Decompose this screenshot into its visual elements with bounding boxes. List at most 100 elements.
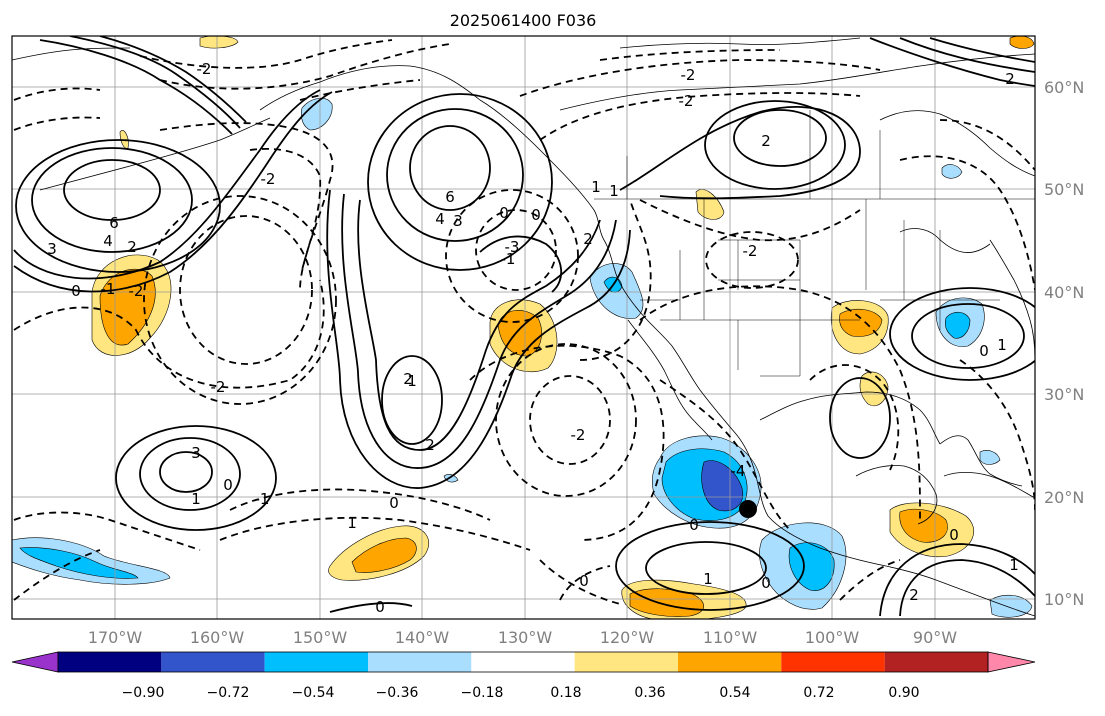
contour-neg-mid-pacific bbox=[529, 375, 611, 465]
contour-label: 3 bbox=[47, 240, 57, 258]
shade-pos-gulf-core bbox=[839, 308, 883, 337]
colorbar-extend-low bbox=[11, 651, 59, 673]
contour-neg-tropic-west bbox=[13, 511, 201, 551]
contour-neg-northwest2 bbox=[13, 116, 101, 131]
contour-label: 1 bbox=[191, 490, 201, 508]
colorbar-segment bbox=[678, 652, 782, 672]
contour-neg-offshore bbox=[475, 209, 557, 291]
contour-neg-us-big bbox=[639, 285, 921, 521]
contour-pos-3-west bbox=[15, 139, 221, 273]
contour-neg-west bbox=[179, 215, 313, 365]
colorbar-segment bbox=[58, 652, 162, 672]
graticule bbox=[12, 36, 1035, 619]
contour-pos-2-ridge bbox=[357, 199, 601, 451]
contour-label: 6 bbox=[109, 214, 119, 232]
coast-canada-north bbox=[559, 53, 1035, 111]
contour-neg-carib bbox=[839, 559, 901, 601]
map-area: 6 4 3 2 0 -1 -2 6 4 3 2 1 0 -2 -2 2 1 0 … bbox=[12, 36, 1035, 619]
contour-label: -2 bbox=[197, 60, 212, 78]
contour-neg-atlantic1 bbox=[899, 155, 1035, 291]
contour-pos-0-gulf bbox=[829, 377, 891, 459]
shade-pos-bc bbox=[695, 189, 725, 220]
contour-pos-1-hawaii bbox=[115, 425, 277, 531]
contour-neg-arctic1 bbox=[139, 39, 393, 69]
shade-pos-west-pacific-core bbox=[99, 268, 156, 346]
contour-neg-subtrop bbox=[469, 344, 665, 541]
shade-neg-east-core bbox=[944, 311, 971, 339]
contour-label: -1 bbox=[101, 280, 116, 298]
colorbar-segment bbox=[264, 652, 368, 672]
contour-neg-tropic-west2 bbox=[13, 549, 101, 601]
lat-label: 20°N bbox=[1044, 488, 1084, 507]
colorbar-segment bbox=[368, 652, 472, 672]
lon-label: 110°W bbox=[703, 628, 758, 647]
contour-pos-northwest2 bbox=[69, 36, 241, 129]
contour-pos-northeast bbox=[869, 37, 1035, 87]
contour-label: 0 bbox=[531, 206, 541, 224]
contour-pos-4-gulf bbox=[386, 108, 524, 242]
contour-label: -2 bbox=[211, 378, 226, 396]
contour-pos-1-ridge bbox=[341, 193, 617, 469]
contour-label: 0 bbox=[375, 598, 385, 616]
coast-cuba bbox=[943, 472, 1035, 499]
contour-label: 1 bbox=[609, 182, 619, 200]
lat-label: 10°N bbox=[1044, 590, 1084, 609]
colorbar-ticks: −0.90 −0.72 −0.54 −0.36 −0.18 0.18 0.36 … bbox=[122, 685, 920, 701]
colorbar-tick-label: −0.54 bbox=[292, 685, 335, 701]
negative-contours bbox=[13, 39, 1035, 605]
contour-neg-aleut1 bbox=[159, 122, 334, 291]
contour-label: 0 bbox=[499, 204, 509, 222]
colorbar-segment bbox=[161, 652, 265, 672]
positive-contours bbox=[13, 36, 1035, 617]
contour-label: 1 bbox=[703, 570, 713, 588]
contour-label: 0 bbox=[389, 494, 399, 512]
colorbar-tick-label: −0.36 bbox=[376, 685, 419, 701]
contour-label: 2 bbox=[127, 238, 137, 256]
contour-label: 1 bbox=[997, 336, 1007, 354]
contour-neg-northwest bbox=[13, 87, 101, 101]
contour-label: -4 bbox=[731, 462, 746, 480]
longitude-labels: 170°W 160°W 150°W 140°W 130°W 120°W 110°… bbox=[88, 628, 957, 647]
contour-neg-west-outer bbox=[143, 195, 337, 405]
contour-label: 0 bbox=[579, 572, 589, 590]
colorbar bbox=[11, 651, 1036, 673]
contour-label: -2 bbox=[681, 66, 696, 84]
contour-neg-tropic-east2 bbox=[559, 565, 611, 601]
state-borders bbox=[594, 110, 1035, 377]
latitude-labels: 60°N 50°N 40°N 30°N 20°N 10°N bbox=[1044, 78, 1084, 609]
contour-label: -3 bbox=[505, 238, 520, 256]
lat-label: 50°N bbox=[1044, 180, 1084, 199]
shade-neg-cuba bbox=[979, 450, 1001, 465]
location-marker bbox=[739, 500, 757, 518]
contour-label: 2 bbox=[403, 370, 413, 388]
contour-neg-mexico bbox=[659, 379, 791, 531]
colorbar-segment bbox=[781, 652, 885, 672]
shade-neg-mexico-core bbox=[701, 460, 744, 512]
contour-label: -2 bbox=[679, 92, 694, 110]
coast-baja bbox=[627, 319, 713, 441]
contour-pos-0-south bbox=[615, 521, 805, 611]
contour-neg-gulf bbox=[809, 364, 900, 471]
contour-pos-1-caribbean bbox=[879, 543, 1035, 617]
contour-label: 1 bbox=[591, 178, 601, 196]
map-frame bbox=[11, 35, 1036, 620]
shade-pos-caribbean-core bbox=[899, 508, 948, 543]
colorbar-tick-label: −0.90 bbox=[122, 685, 165, 701]
lon-label: 100°W bbox=[805, 628, 860, 647]
shade-pos-south-core bbox=[629, 588, 705, 617]
contour-neg-west-big bbox=[13, 279, 325, 389]
contour-label: 1 bbox=[407, 372, 417, 390]
coast-florida bbox=[939, 435, 1023, 487]
shade-neg-far-west-core bbox=[19, 547, 139, 579]
contour-pos-0-east bbox=[889, 287, 1035, 381]
contour-pos-0-canada bbox=[619, 106, 861, 200]
contour-pos-0-bottom bbox=[329, 602, 413, 613]
lon-label: 140°W bbox=[395, 628, 450, 647]
contour-label: 3 bbox=[453, 212, 463, 230]
shade-pos-gulf-small bbox=[859, 371, 889, 406]
contour-pos-2-hawaii bbox=[139, 437, 241, 511]
colorbar-tick-label: 0.90 bbox=[888, 685, 919, 701]
lon-label: 130°W bbox=[498, 628, 553, 647]
coastlines bbox=[12, 37, 1035, 617]
colorbar-segment bbox=[471, 652, 575, 672]
